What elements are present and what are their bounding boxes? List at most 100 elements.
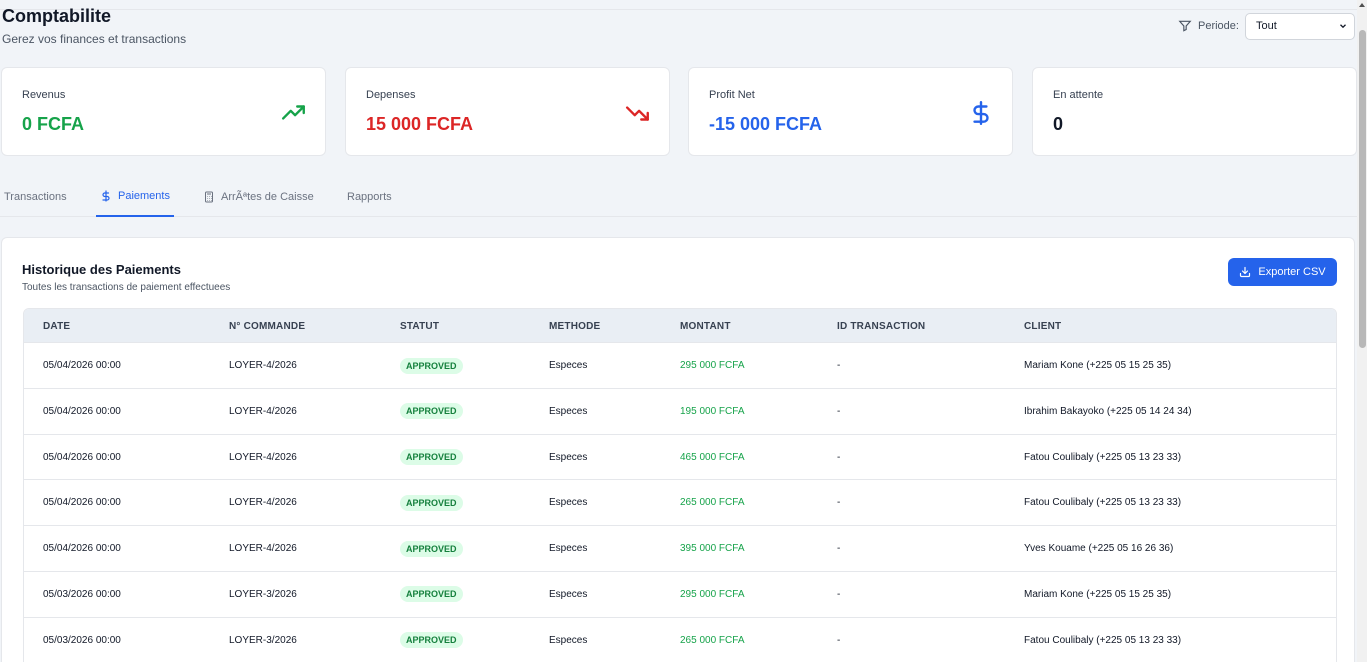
cell-date: 05/04/2026 00:00 <box>43 360 121 371</box>
periode-select-value: Tout <box>1255 20 1277 32</box>
cell-montant: 295 000 FCFA <box>680 360 745 371</box>
cell-methode: Especes <box>549 497 588 509</box>
table-header: DATE N° COMMANDE STATUT METHODE MONTANT … <box>24 309 1336 343</box>
cell-commande: LOYER-4/2026 <box>229 451 297 463</box>
chevron-down-icon <box>1340 24 1346 29</box>
card-value: 0 <box>1053 114 1064 134</box>
cell-date: 05/04/2026 00:00 <box>43 451 121 463</box>
tab-rapports[interactable]: Rapports <box>347 176 392 217</box>
cell-commande: LOYER-4/2026 <box>229 405 297 417</box>
cell-methode: Especes <box>549 588 588 600</box>
export-csv-button[interactable]: Exporter CSV <box>1228 258 1337 286</box>
cell-commande: LOYER-3/2026 <box>229 634 297 646</box>
tab-label: ArrÃªtes de Caisse <box>221 190 314 203</box>
card-value: 15 000 FCFA <box>366 114 474 134</box>
cell-methode: Especes <box>549 543 588 555</box>
cell-montant: 465 000 FCFA <box>680 451 745 463</box>
cell-statut: APPROVED <box>400 343 463 388</box>
cell-montant: 395 000 FCFA <box>680 543 745 555</box>
card-value: -15 000 FCFA <box>709 114 823 134</box>
cell-commande: LOYER-3/2026 <box>229 588 297 600</box>
card-revenus: Revenus 0 FCFA <box>1 67 326 156</box>
card-profit-net: Profit Net -15 000 FCFA <box>688 67 1013 156</box>
column-header: ID TRANSACTION <box>837 320 926 332</box>
table-row: 05/03/2026 00:00 LOYER-3/2026 APPROVED Espe… <box>24 617 1336 662</box>
cell-commande: LOYER-4/2026 <box>229 497 297 509</box>
card-label: Depenses <box>366 89 416 101</box>
page-subtitle: Gerez vos finances et transactions <box>2 32 187 46</box>
cell-date: 05/03/2026 00:00 <box>43 588 121 600</box>
top-divider <box>0 9 1357 10</box>
stats-cards: Revenus 0 FCFA Depenses 15 000 FCFA Prof… <box>1 67 1357 156</box>
cell-montant: 195 000 FCFA <box>680 405 745 417</box>
cell-statut: APPROVED <box>400 526 463 571</box>
dollar-icon <box>973 100 989 126</box>
cell-id: - <box>837 588 841 600</box>
cell-client: Fatou Coulibaly (+225 05 13 23 33) <box>1024 497 1182 509</box>
scroll-up-arrow-icon[interactable] <box>1359 3 1365 7</box>
tab-paiements[interactable]: Paiements <box>96 176 174 217</box>
cell-date: 05/03/2026 00:00 <box>43 634 121 646</box>
table-row: 05/04/2026 00:00 LOYER-4/2026 APPROVED Espe… <box>24 388 1336 435</box>
trending-down-icon <box>625 106 649 121</box>
panel-subtitle: Toutes les transactions de paiement effe… <box>22 282 231 293</box>
payments-table: DATE N° COMMANDE STATUT METHODE MONTANT … <box>23 308 1337 662</box>
panel-title: Historique des Paiements <box>22 262 181 277</box>
cell-id: - <box>837 360 841 371</box>
cell-id: - <box>837 543 841 555</box>
table-body: 05/04/2026 00:00 LOYER-4/2026 APPROVED Espe… <box>24 343 1336 662</box>
card-en-attente: En attente 0 <box>1032 67 1357 156</box>
tabs-bar: Transactions Paiements ArrÃªtes de Caiss… <box>0 176 1357 217</box>
periode-label: Periode: <box>1198 20 1239 32</box>
cell-date: 05/04/2026 00:00 <box>43 405 121 417</box>
export-label: Exporter CSV <box>1258 266 1326 278</box>
cell-methode: Especes <box>549 360 588 371</box>
card-depenses: Depenses 15 000 FCFA <box>345 67 670 156</box>
status-badge: APPROVED <box>400 357 463 374</box>
card-label: Profit Net <box>709 89 755 101</box>
status-badge: APPROVED <box>400 632 463 649</box>
card-label: Revenus <box>22 89 66 101</box>
tab-arretes-de-caisse[interactable]: ArrÃªtes de Caisse <box>203 176 314 217</box>
column-header: CLIENT <box>1024 320 1062 332</box>
cell-client: Yves Kouame (+225 05 16 26 36) <box>1024 543 1174 555</box>
cell-montant: 265 000 FCFA <box>680 634 745 646</box>
page-title: Comptabilite <box>2 6 112 26</box>
payments-panel: Historique des Paiements Toutes les tran… <box>1 237 1355 662</box>
cell-statut: APPROVED <box>400 389 463 434</box>
card-value: 0 FCFA <box>22 114 85 134</box>
calculator-icon <box>205 191 213 202</box>
scrollbar[interactable] <box>1357 0 1367 662</box>
cell-id: - <box>837 497 841 509</box>
cell-statut: APPROVED <box>400 572 463 617</box>
table-row: 05/04/2026 00:00 LOYER-4/2026 APPROVED Espe… <box>24 434 1336 481</box>
tab-label: Rapports <box>347 190 392 203</box>
table-row: 05/03/2026 00:00 LOYER-3/2026 APPROVED Espe… <box>24 571 1336 618</box>
column-header: STATUT <box>400 320 440 332</box>
cell-client: Fatou Coulibaly (+225 05 13 23 33) <box>1024 634 1182 646</box>
cell-date: 05/04/2026 00:00 <box>43 497 121 509</box>
cell-methode: Especes <box>549 451 588 463</box>
cell-commande: LOYER-4/2026 <box>229 360 297 371</box>
periode-select[interactable]: Tout <box>1244 12 1355 40</box>
tab-label: Paiements <box>118 189 170 202</box>
cell-id: - <box>837 405 841 417</box>
cell-id: - <box>837 451 841 463</box>
scrollbar-thumb[interactable] <box>1359 30 1366 348</box>
trending-up-icon <box>281 105 305 120</box>
table-row: 05/04/2026 00:00 LOYER-4/2026 APPROVED Espe… <box>24 480 1336 527</box>
cell-statut: APPROVED <box>400 435 463 480</box>
cell-statut: APPROVED <box>400 480 463 525</box>
column-header: N° COMMANDE <box>229 320 306 332</box>
column-header: MONTANT <box>680 320 731 332</box>
tab-label: Transactions <box>4 190 67 203</box>
cell-montant: 265 000 FCFA <box>680 497 745 509</box>
cell-client: Fatou Coulibaly (+225 05 13 23 33) <box>1024 451 1182 463</box>
cell-client: Mariam Kone (+225 05 15 25 35) <box>1024 588 1172 600</box>
cell-methode: Especes <box>549 634 588 646</box>
column-header: METHODE <box>549 320 601 332</box>
card-label: En attente <box>1053 89 1104 101</box>
tab-transactions[interactable]: Transactions <box>4 176 67 217</box>
status-badge: APPROVED <box>400 494 463 511</box>
cell-statut: APPROVED <box>400 618 463 662</box>
